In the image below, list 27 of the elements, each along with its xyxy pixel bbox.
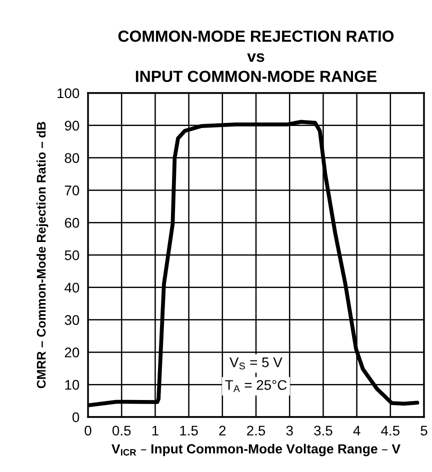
x-tick-label: 3.5 [314,426,332,436]
x-tick-label: 2.5 [247,426,266,436]
x-tick-label: 0 [84,426,92,436]
y-tick-label: 100 [58,88,80,98]
y-tick-label: 40 [64,282,80,293]
x-tick-label: 1 [152,426,158,436]
x-tick-label: 3 [286,426,293,436]
y-tick-label: 80 [64,153,80,163]
x-tick-label: 5 [420,426,428,436]
x-axis-title: V$_{ICR}$ – Input Common-Mode Voltage Range – V [112,444,400,456]
y-axis-title: CMRR – Common-Mode Rejection Ratio – dB [36,122,48,388]
y-tick-label: 50 [64,250,80,260]
annotation: V$_{S}$ = 5 V [230,358,282,370]
chart-title: COMMON-MODE REJECTION RATIO vs INPUT COMMON-MODE RANGE [118,30,394,82]
y-tick-label: 70 [64,186,80,196]
x-tick-label: 4.5 [381,426,400,436]
x-tick-label: 1.5 [180,426,198,436]
x-tick-label: 4 [353,426,360,436]
annotation: T$_{A}$ = 25°C [225,380,287,392]
y-tick-label: 0 [72,412,80,422]
y-tick-label: 60 [64,218,80,228]
y-tick-label: 10 [65,380,80,390]
y-tick-label: 30 [64,315,80,325]
y-tick-label: 20 [64,348,80,358]
y-tick-label: 90 [64,120,80,131]
x-tick-label: 2 [219,426,226,436]
x-tick-label: 0.5 [112,426,131,436]
